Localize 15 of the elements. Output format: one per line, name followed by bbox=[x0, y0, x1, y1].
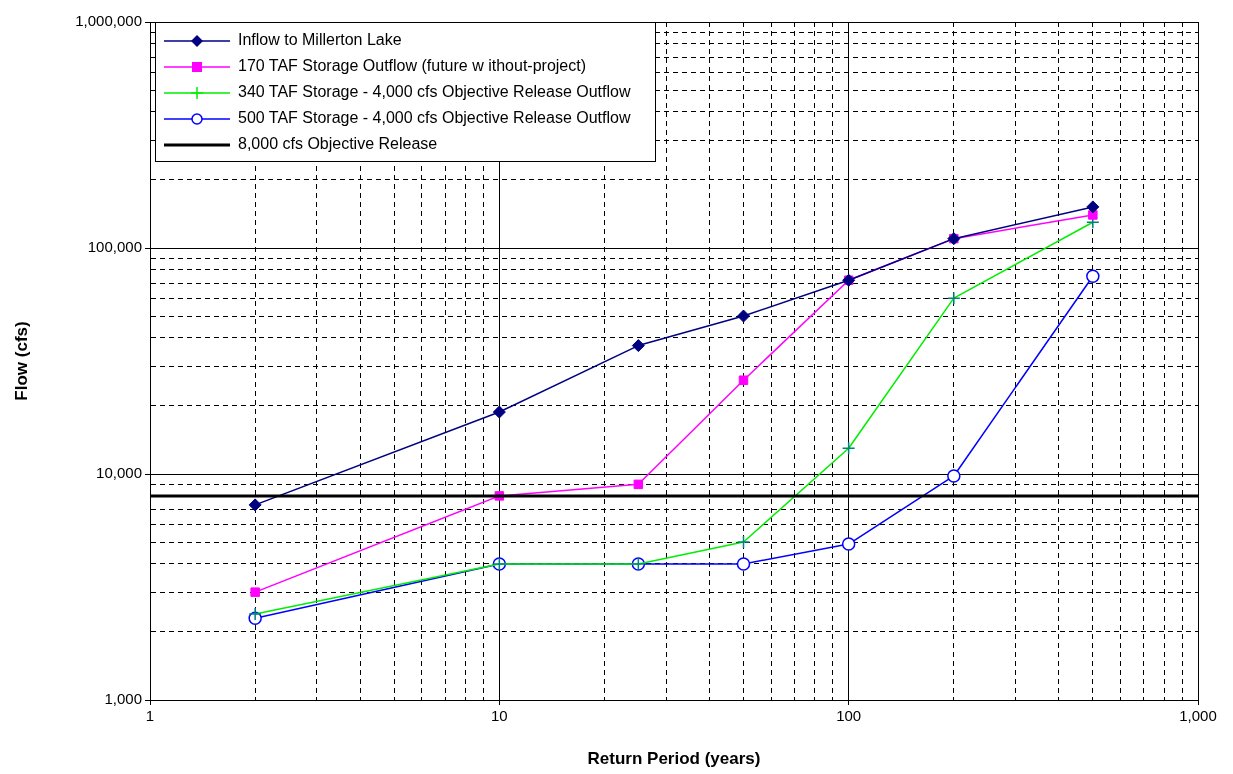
y-tick-label: 10,000 bbox=[96, 464, 142, 482]
legend-label: 170 TAF Storage Outflow (future w ithout-project) bbox=[238, 57, 587, 74]
x-tick-label: 10 bbox=[490, 707, 508, 725]
legend-label: 8,000 cfs Objective Release bbox=[238, 135, 438, 152]
y-tick-label: 1,000 bbox=[104, 690, 142, 708]
x-tick-label: 1,000 bbox=[1179, 707, 1217, 725]
y-axis-title: Flow (cfs) bbox=[11, 321, 31, 401]
y-tick-label: 100,000 bbox=[87, 238, 142, 256]
legend-label: 340 TAF Storage - 4,000 cfs Objective Release Outflow bbox=[238, 83, 631, 100]
x-axis-title: Return Period (years) bbox=[587, 749, 761, 769]
x-tick-label: 1 bbox=[145, 707, 155, 725]
legend-label: Inflow to Millerton Lake bbox=[238, 31, 402, 48]
legend-label: 500 TAF Storage - 4,000 cfs Objective Release Outflow bbox=[238, 109, 631, 126]
x-tick-label: 100 bbox=[836, 707, 862, 725]
y-tick-label: 1,000,000 bbox=[75, 12, 142, 30]
